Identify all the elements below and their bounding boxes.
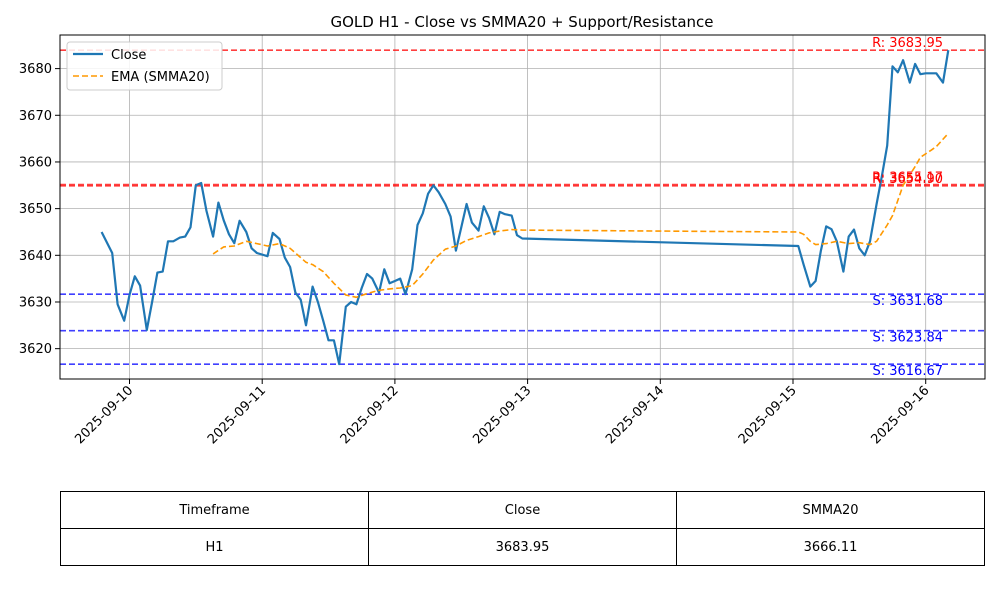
table-cell: H1 [60,528,369,566]
table-header-cell: Timeframe [60,491,369,529]
support-label: S: 3616.67 [872,364,943,379]
table-cell: 3666.11 [676,528,985,566]
table-cell: 3683.95 [368,528,677,566]
x-tick-label: 2025-09-11 [205,383,269,447]
legend-ema-label: EMA (SMMA20) [111,70,210,85]
x-tick-label: 2025-09-16 [868,383,932,447]
legend-box [66,41,223,91]
legend-close-label: Close [111,48,146,63]
y-tick-label: 3620 [19,342,52,357]
table-row: H1 3683.95 3666.11 [60,528,985,566]
grid [60,35,985,379]
y-axis: 3620 3630 3640 3650 3660 3670 3680 [19,62,60,357]
resistance-label: R: 3655.17 [872,171,943,186]
resistance-label: R: 3654.90 [872,172,943,187]
table-header-row: Timeframe Close SMMA20 [60,491,985,529]
resistance-label: R: 3683.95 [872,36,943,51]
level-labels: R: 3683.95 R: 3655.17R: 3654.90 S: 3631.68… [872,36,943,379]
smma20-series-line [212,132,949,299]
y-tick-label: 3660 [19,155,52,170]
y-tick-label: 3640 [19,249,52,264]
y-tick-label: 3680 [19,62,52,77]
y-tick-label: 3630 [19,295,52,310]
y-tick-label: 3650 [19,202,52,217]
support-label: S: 3631.68 [872,294,943,309]
x-tick-label: 2025-09-15 [736,383,800,447]
summary-table: Timeframe Close SMMA20 H1 3683.95 3666.1… [60,491,985,566]
y-tick-label: 3670 [19,109,52,124]
table-header-cell: SMMA20 [676,491,985,529]
close-series-line [100,50,950,366]
x-axis: 2025-09-10 2025-09-11 2025-09-12 2025-09-13… [72,379,933,447]
support-label: S: 3623.84 [872,331,943,346]
x-tick-label: 2025-09-12 [338,383,402,447]
chart-title: GOLD H1 - Close vs SMMA20 + Support/Resi… [330,13,713,31]
plot-frame [59,34,986,380]
x-tick-label: 2025-09-10 [72,383,136,447]
series-group [100,50,950,366]
legend: Close EMA (SMMA20) [66,41,223,91]
support-resistance-lines [60,49,985,366]
x-tick-label: 2025-09-14 [603,383,667,447]
table-header-cell: Close [368,491,677,529]
x-tick-label: 2025-09-13 [470,383,534,447]
